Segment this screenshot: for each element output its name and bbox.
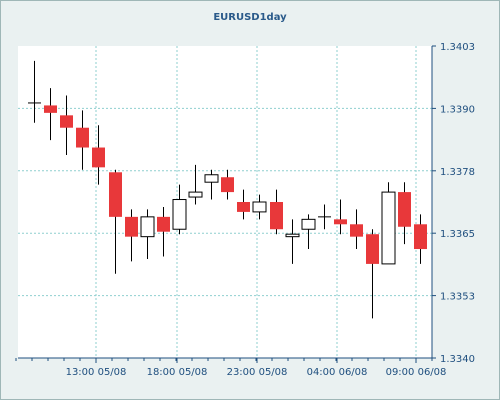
candle [398, 182, 411, 245]
candle [350, 209, 363, 250]
candle [140, 209, 155, 259]
y-tick-label: 1.3340 [440, 354, 475, 365]
candle-body [60, 115, 73, 128]
y-tick-label: 1.3378 [440, 167, 475, 178]
candle [76, 110, 89, 170]
x-tick-label: 04:00 06/08 [307, 367, 368, 378]
candle [334, 199, 347, 235]
candle [285, 219, 300, 264]
candle-body [157, 216, 170, 232]
candle-body [188, 191, 203, 198]
axes: 1.3403 1.3390 1.3378 1.3365 1.3353 1.3340 13:0… [15, 42, 475, 378]
candle [381, 182, 396, 265]
candle [188, 164, 203, 205]
y-tick-label: 1.3390 [440, 104, 475, 115]
candle-body [398, 192, 411, 227]
y-tick-label: 1.3403 [440, 42, 475, 53]
candle [172, 184, 187, 235]
chart-title: EURUSD1day [213, 12, 287, 23]
candle-body [109, 172, 122, 217]
y-tick-label: 1.3365 [440, 229, 475, 240]
candle [44, 88, 57, 141]
candle [92, 125, 105, 185]
candle-body [44, 105, 57, 113]
candle [109, 169, 122, 274]
candle-body [334, 219, 347, 225]
candle-body [301, 218, 316, 230]
candle-body [204, 174, 219, 183]
x-tick-label: 13:00 05/08 [66, 367, 127, 378]
candle [60, 95, 73, 155]
candle-body [172, 199, 187, 230]
candle-body [285, 233, 300, 238]
candle-body [221, 177, 234, 193]
candle [318, 204, 331, 230]
candle-body [125, 216, 138, 237]
candle-body [237, 202, 250, 212]
candle [28, 60, 41, 123]
candle [221, 169, 234, 200]
candle-body [381, 191, 396, 265]
candle-body [76, 127, 89, 148]
candle [366, 229, 379, 319]
candle [157, 206, 170, 257]
candle [237, 189, 250, 220]
candle [125, 209, 138, 262]
candle-body [140, 216, 155, 238]
candles [28, 60, 427, 319]
candle-body [252, 201, 267, 213]
x-tick-label: 23:00 05/08 [227, 367, 288, 378]
candle-body [350, 224, 363, 237]
candle-body [270, 202, 283, 230]
candle-body [92, 147, 105, 168]
candle [252, 194, 267, 220]
candle [204, 169, 219, 200]
plot-area [18, 46, 432, 358]
candle-body [414, 224, 427, 250]
y-tick-label: 1.3353 [440, 292, 475, 303]
candle [270, 189, 283, 235]
candle [414, 214, 427, 264]
x-tick-label: 09:00 06/08 [386, 367, 447, 378]
candle-body [366, 234, 379, 264]
candle [301, 214, 316, 250]
x-tick-label: 18:00 05/08 [147, 367, 208, 378]
